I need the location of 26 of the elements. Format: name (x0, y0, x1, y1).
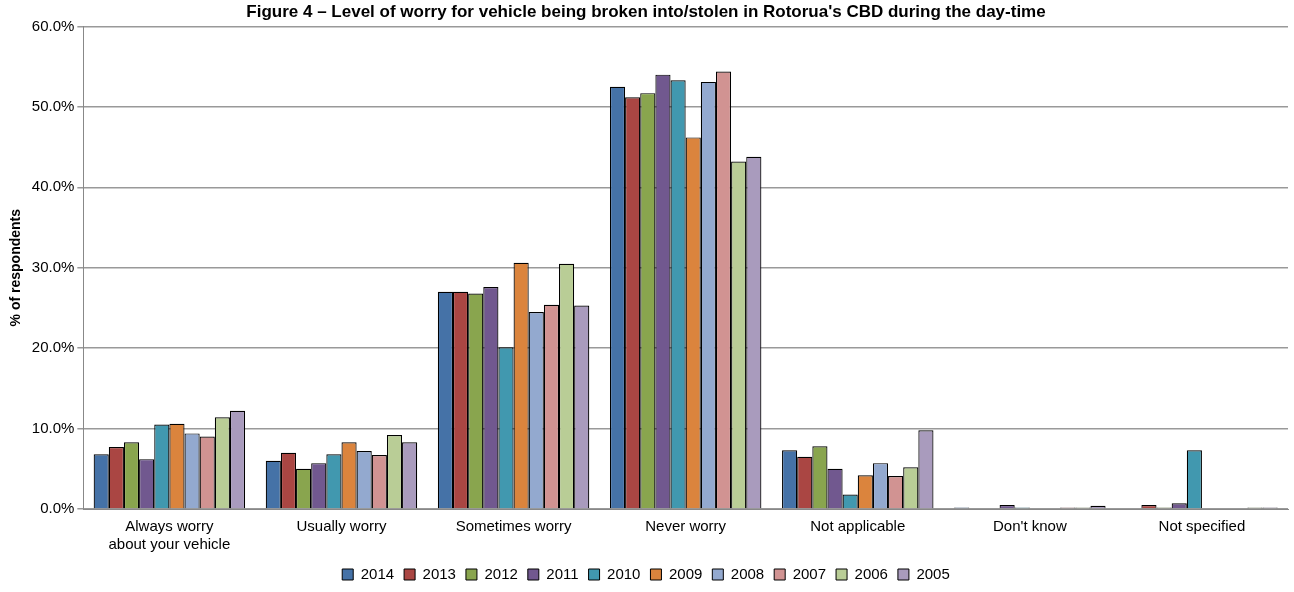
x-tick-label: Not applicable (810, 517, 906, 535)
x-tick-label: Not specified (1158, 517, 1246, 535)
x-tick-label: Always worry about your vehicle (108, 517, 231, 553)
legend-label: 2013 (422, 564, 456, 582)
x-tick-label: Usually worry (296, 517, 387, 535)
legend-label: 2006 (854, 564, 888, 582)
legend-label: 2009 (668, 564, 703, 582)
x-tick-label: Sometimes worry (455, 517, 572, 535)
legend-label: 2005 (916, 564, 950, 582)
legend-label: 2011 (546, 564, 579, 582)
y-axis-title: % of respondents (7, 208, 24, 327)
y-tick-label: 20.0% (31, 338, 75, 356)
y-tick-label: 10.0% (31, 418, 75, 436)
legend-label: 2012 (484, 564, 518, 582)
y-tick-label: 0.0% (40, 499, 75, 517)
chart-title: Figure 4 – Level of worry for vehicle being broken into/stolen in Rotorua's CBD during the day-time (246, 1, 1046, 21)
y-tick-label: 40.0% (31, 177, 75, 195)
y-tick-label: 50.0% (31, 96, 75, 114)
x-tick-label: Never worry (645, 517, 727, 535)
legend-label: 2007 (792, 564, 827, 582)
legend-label: 2010 (607, 564, 641, 582)
y-tick-label: 60.0% (31, 16, 75, 34)
legend-label: 2008 (730, 564, 765, 582)
legend-label: 2014 (360, 564, 395, 582)
x-tick-label: Don't know (992, 517, 1067, 535)
y-tick-label: 30.0% (31, 257, 75, 275)
